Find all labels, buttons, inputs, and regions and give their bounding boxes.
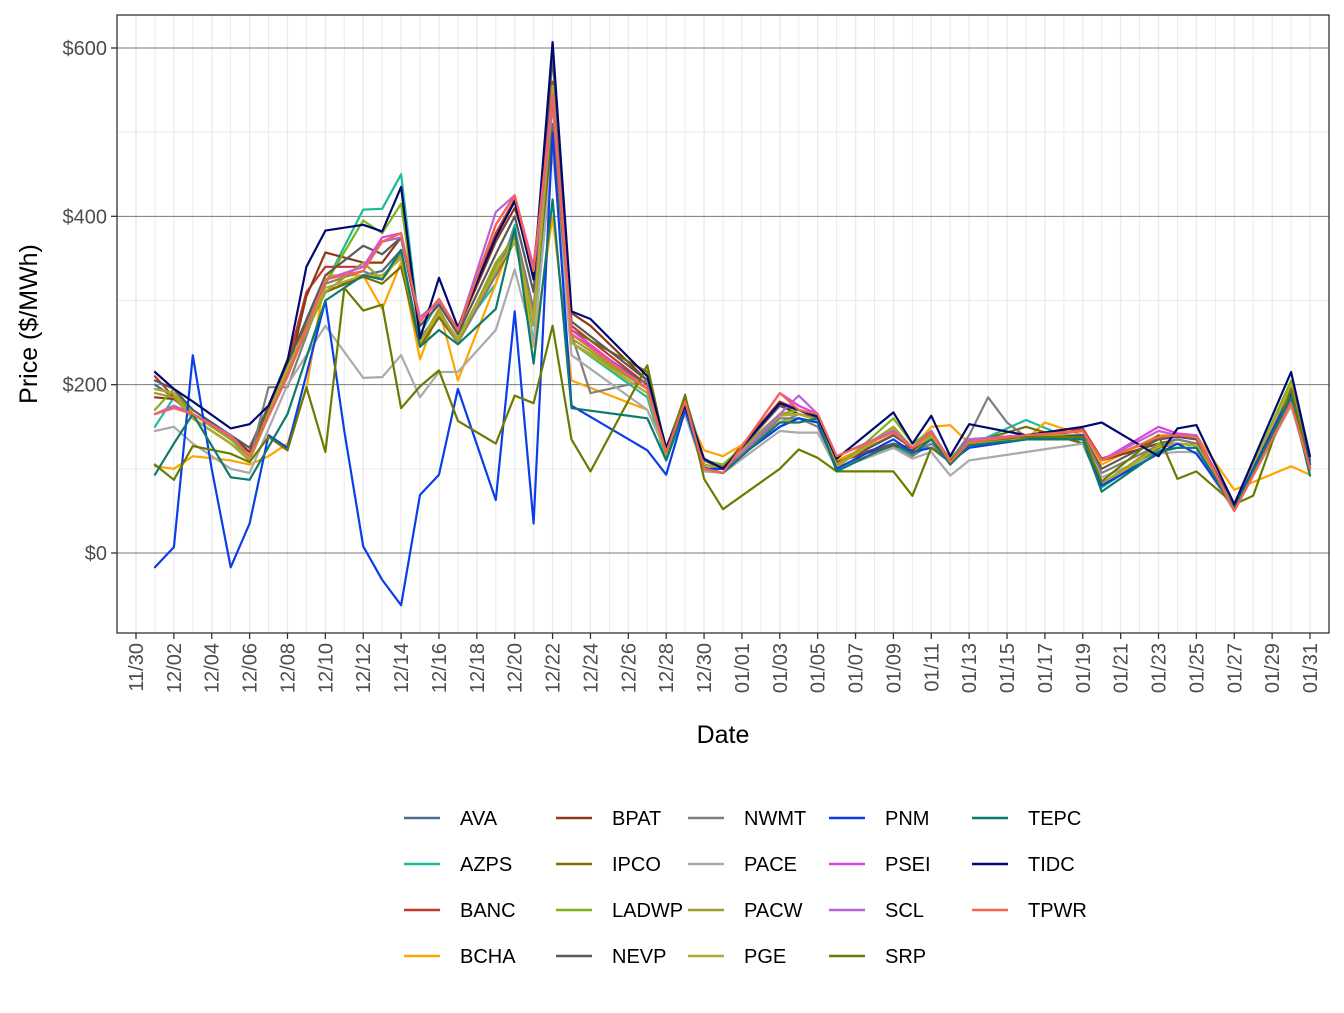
x-tick-label: 12/12	[353, 643, 375, 693]
legend-item-tidc: TIDC	[972, 854, 1075, 876]
x-tick-label: 01/25	[1186, 643, 1208, 693]
legend-label: BPAT	[612, 808, 661, 830]
legend-label: AVA	[460, 808, 498, 830]
legend-item-bpat: BPAT	[556, 808, 661, 830]
x-tick-label: 12/10	[315, 643, 337, 693]
x-tick-label: 12/02	[164, 643, 186, 693]
legend-item-nwmt: NWMT	[688, 808, 806, 830]
legend-item-ava: AVA	[404, 808, 498, 830]
legend-label: PACW	[744, 900, 803, 922]
legend-label: IPCO	[612, 854, 661, 876]
legend: AVA AZPS BANC BCHA BPAT IPCO LADWP NEVP NWMT PACE…	[404, 808, 1087, 968]
x-tick-label: 12/06	[240, 643, 262, 693]
legend-item-pnm: PNM	[829, 808, 929, 830]
legend-label: LADWP	[612, 900, 683, 922]
legend-item-psei: PSEI	[829, 854, 931, 876]
y-tick-label: $600	[63, 38, 108, 60]
x-tick-label: 01/13	[959, 643, 981, 693]
x-tick-label: 12/30	[694, 643, 716, 693]
legend-item-srp: SRP	[829, 946, 926, 968]
y-axis: $0 $200 $400 $600	[63, 38, 117, 565]
legend-label: BANC	[460, 900, 516, 922]
legend-label: NWMT	[744, 808, 806, 830]
legend-item-bcha: BCHA	[404, 946, 516, 968]
legend-item-banc: BANC	[404, 900, 516, 922]
legend-label: PGE	[744, 946, 786, 968]
x-tick-label: 12/18	[467, 643, 489, 693]
legend-label: PSEI	[885, 854, 931, 876]
legend-label: SCL	[885, 900, 924, 922]
x-tick-label: 01/11	[921, 643, 943, 692]
series-line-tpwr	[153, 93, 1312, 512]
x-tick-label: 01/09	[883, 643, 905, 693]
major-gridlines	[117, 15, 1329, 633]
x-tick-label: 11/30	[126, 643, 148, 692]
legend-label: TIDC	[1028, 854, 1075, 876]
legend-label: TPWR	[1028, 900, 1087, 922]
x-tick-label: 01/19	[1073, 643, 1095, 693]
x-tick-label: 12/22	[543, 643, 565, 693]
x-tick-label: 12/24	[581, 643, 603, 693]
x-tick-label: 01/23	[1149, 643, 1171, 693]
x-tick-label: 12/08	[278, 643, 300, 693]
legend-label: PNM	[885, 808, 929, 830]
series-lines	[153, 40, 1312, 607]
x-tick-label: 12/14	[391, 643, 413, 693]
series-line-tidc	[153, 40, 1312, 506]
legend-item-nevp: NEVP	[556, 946, 666, 968]
legend-item-azps: AZPS	[404, 854, 512, 876]
legend-label: SRP	[885, 946, 926, 968]
x-tick-label: 12/16	[429, 643, 451, 693]
legend-label: BCHA	[460, 946, 516, 968]
x-tick-label: 12/20	[505, 643, 527, 693]
legend-label: TEPC	[1028, 808, 1081, 830]
x-tick-label: 12/28	[656, 643, 678, 693]
x-tick-label: 01/01	[732, 643, 754, 693]
y-tick-label: $0	[85, 543, 107, 565]
x-tick-label: 12/04	[202, 643, 224, 693]
x-axis-title: Date	[697, 721, 750, 749]
plot-panel-border	[116, 14, 1330, 634]
legend-item-pacw: PACW	[688, 900, 803, 922]
legend-item-tpwr: TPWR	[972, 900, 1087, 922]
y-tick-label: $200	[63, 375, 108, 397]
x-tick-label: 01/31	[1300, 643, 1322, 693]
x-tick-label: 01/05	[808, 643, 830, 693]
x-tick-label: 01/03	[770, 643, 792, 693]
legend-item-ladwp: LADWP	[556, 900, 683, 922]
x-axis: 11/30 12/02 12/04 12/06 12/08 12/10 12/12 12/14…	[126, 633, 1322, 693]
legend-item-pace: PACE	[688, 854, 797, 876]
y-tick-label: $400	[63, 206, 108, 228]
x-tick-label: 01/27	[1224, 643, 1246, 693]
x-tick-label: 01/15	[997, 643, 1019, 693]
legend-label: NEVP	[612, 946, 666, 968]
x-tick-label: 01/29	[1262, 643, 1284, 693]
legend-item-tepc: TEPC	[972, 808, 1081, 830]
legend-item-ipco: IPCO	[556, 854, 661, 876]
x-tick-label: 01/17	[1035, 643, 1057, 693]
y-axis-title: Price ($/MWh)	[15, 244, 43, 404]
legend-label: PACE	[744, 854, 797, 876]
legend-label: AZPS	[460, 854, 512, 876]
x-tick-label: 01/07	[846, 643, 868, 693]
x-tick-label: 12/26	[618, 643, 640, 693]
x-tick-label: 01/21	[1111, 643, 1133, 693]
legend-item-scl: SCL	[829, 900, 924, 922]
legend-item-pge: PGE	[688, 946, 786, 968]
